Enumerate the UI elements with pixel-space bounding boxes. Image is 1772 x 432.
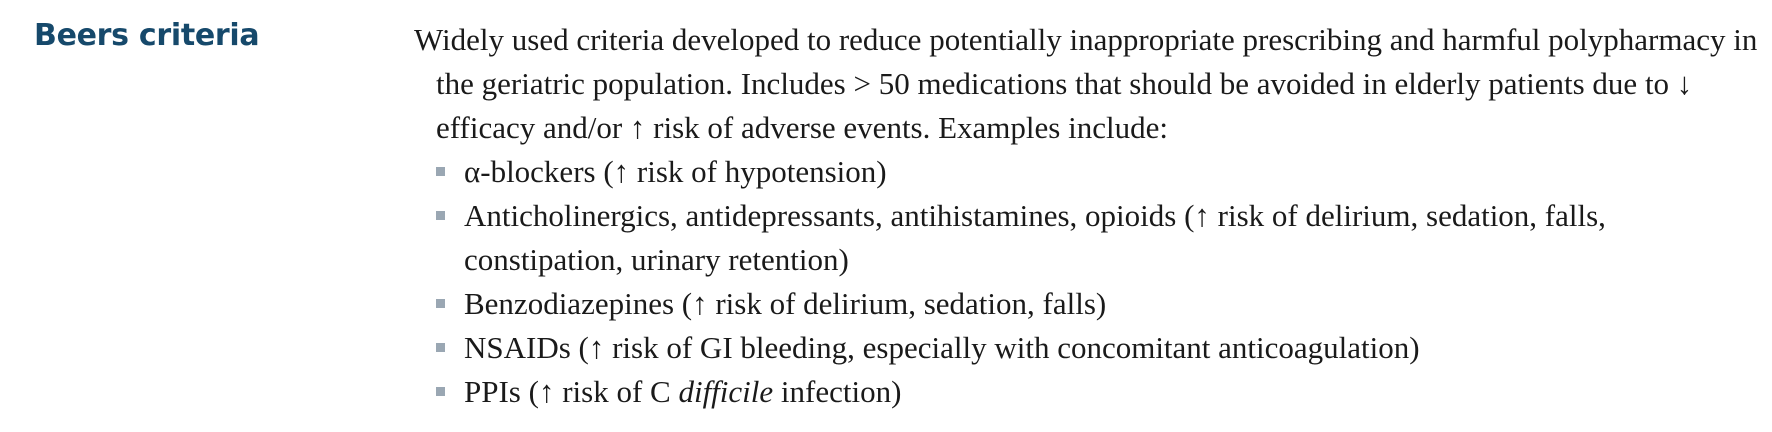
- square-bullet-icon: [436, 387, 445, 396]
- square-bullet-icon: [436, 211, 445, 220]
- list-item-text: Benzodiazepines (↑ risk of delirium, sed…: [464, 286, 1107, 321]
- list-item-text: NSAIDs (↑ risk of GI bleeding, especiall…: [464, 330, 1420, 365]
- square-bullet-icon: [436, 167, 445, 176]
- square-bullet-icon: [436, 343, 445, 352]
- list-item-benzodiazepines: Benzodiazepines (↑ risk of delirium, sed…: [436, 282, 1764, 326]
- term-heading: Beers criteria: [34, 18, 260, 53]
- square-bullet-icon: [436, 299, 445, 308]
- definition: Widely used criteria developed to reduce…: [414, 18, 1764, 414]
- list-item-text: Anticholinergics, antidepressants, antih…: [464, 198, 1606, 277]
- list-item-text: α-blockers (↑ risk of hypotension): [464, 154, 887, 189]
- definition-intro: Widely used criteria developed to reduce…: [414, 22, 1758, 145]
- list-item-text-before: PPIs (↑ risk of C: [464, 374, 679, 409]
- organism-name: difficile: [678, 374, 774, 409]
- list-item-nsaids: NSAIDs (↑ risk of GI bleeding, especiall…: [436, 326, 1764, 370]
- list-item-anticholinergics: Anticholinergics, antidepressants, antih…: [436, 194, 1764, 282]
- list-item-alpha-blockers: α-blockers (↑ risk of hypotension): [436, 150, 1764, 194]
- list-item-text-after: infection): [773, 374, 902, 409]
- list-item-ppis: PPIs (↑ risk of C difficile infection): [436, 370, 1764, 414]
- examples-list: α-blockers (↑ risk of hypotension) Antic…: [414, 150, 1764, 414]
